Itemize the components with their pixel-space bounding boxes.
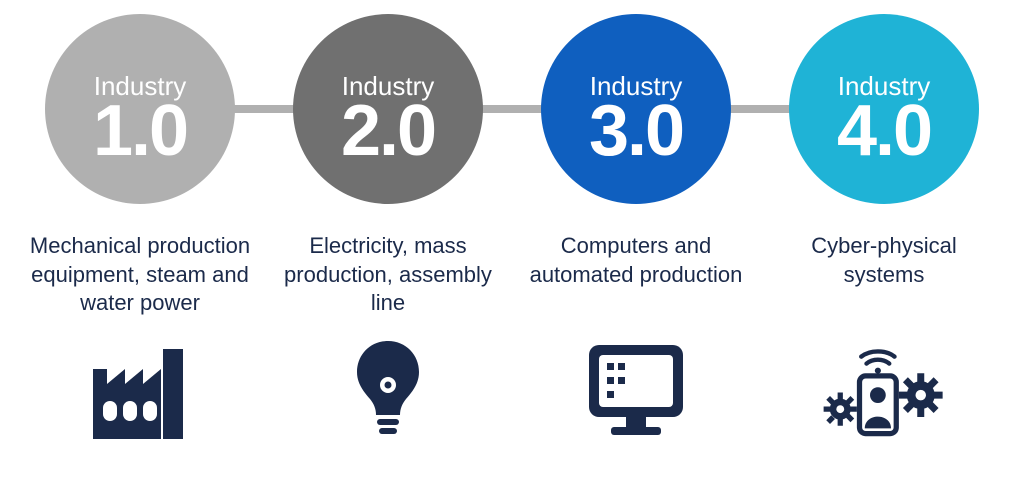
factory-icon [70, 334, 210, 444]
circle-version: 1.0 [93, 95, 187, 167]
phase-description: Cyber-physical systems [769, 232, 999, 322]
lightbulb-icon [318, 334, 458, 444]
phase-industry-2: Industry 2.0 Electricity, mass productio… [268, 0, 508, 444]
circle-industry-3: Industry 3.0 [541, 14, 731, 204]
circle-version: 3.0 [589, 95, 683, 167]
phases-row: Industry 1.0 Mechanical production equip… [0, 0, 1024, 444]
circle-version: 2.0 [341, 95, 435, 167]
phase-industry-1: Industry 1.0 Mechanical production equip… [20, 0, 260, 444]
phase-description: Electricity, mass production, assembly l… [273, 232, 503, 322]
circle-industry-4: Industry 4.0 [789, 14, 979, 204]
phase-industry-3: Industry 3.0 Computers and automated pro… [516, 0, 756, 444]
monitor-icon [566, 334, 706, 444]
circle-industry-2: Industry 2.0 [293, 14, 483, 204]
phase-description: Computers and automated production [521, 232, 751, 322]
cyber-physical-icon [814, 334, 954, 444]
circle-industry-1: Industry 1.0 [45, 14, 235, 204]
phase-description: Mechanical production equipment, steam a… [25, 232, 255, 322]
phase-industry-4: Industry 4.0 Cyber-physical systems [764, 0, 1004, 444]
industry-timeline-diagram: Industry 1.0 Mechanical production equip… [0, 0, 1024, 502]
circle-version: 4.0 [837, 95, 931, 167]
